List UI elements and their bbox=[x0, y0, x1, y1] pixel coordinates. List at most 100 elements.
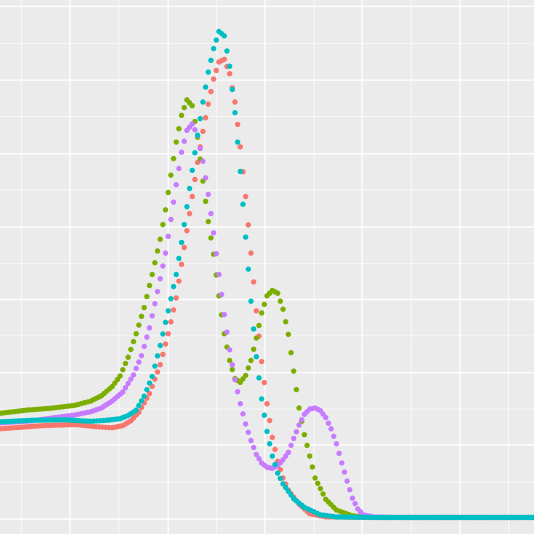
series-3-point-72 bbox=[200, 99, 206, 105]
series-1-point-91 bbox=[250, 346, 257, 352]
series-2-point-119 bbox=[325, 420, 332, 426]
series-2-point-91 bbox=[250, 444, 257, 451]
series-3-point-55 bbox=[154, 353, 161, 359]
series-3-point-74 bbox=[205, 69, 211, 75]
series-2-point-72 bbox=[200, 158, 206, 164]
series-0-point-89 bbox=[245, 222, 252, 228]
series-3-point-97 bbox=[266, 441, 273, 447]
series-3-point-100 bbox=[274, 470, 281, 476]
series-0-point-85 bbox=[234, 121, 241, 128]
series-2-point-56 bbox=[157, 276, 163, 282]
series-0-point-84 bbox=[232, 99, 238, 105]
series-2-point-122 bbox=[333, 441, 340, 447]
series-3-point-85 bbox=[234, 139, 241, 145]
series-2-point-85 bbox=[234, 388, 241, 395]
series-2-point-44 bbox=[125, 380, 131, 387]
series-0-point-57 bbox=[160, 351, 166, 358]
series-2-point-42 bbox=[120, 389, 126, 395]
series-2-point-61 bbox=[170, 199, 177, 205]
series-2-point-55 bbox=[154, 288, 161, 295]
series-2-point-92 bbox=[253, 451, 260, 458]
series-1-point-103 bbox=[282, 319, 289, 325]
series-3-point-84 bbox=[232, 109, 238, 116]
series-1-point-93 bbox=[256, 322, 262, 329]
series-2-point-89 bbox=[245, 429, 252, 435]
series-0-point-59 bbox=[165, 331, 171, 337]
series-3-point-62 bbox=[173, 271, 179, 278]
series-2-point-106 bbox=[291, 435, 297, 442]
series-2-point-46 bbox=[130, 372, 137, 378]
series-3-point-103 bbox=[282, 484, 289, 491]
series-0-point-72 bbox=[200, 128, 206, 135]
series-2-point-77 bbox=[213, 250, 219, 257]
series-3-point-91 bbox=[250, 326, 257, 332]
series-2-point-76 bbox=[210, 230, 217, 236]
series-0-point-63 bbox=[176, 278, 182, 284]
series-3-point-57 bbox=[160, 331, 166, 337]
series-2-point-51 bbox=[144, 334, 150, 340]
series-2-point-125 bbox=[341, 469, 348, 475]
series-2-point-90 bbox=[248, 437, 254, 444]
series-0-point-64 bbox=[178, 261, 185, 268]
series-1-point-116 bbox=[317, 485, 324, 492]
series-1-point-115 bbox=[315, 480, 321, 486]
series-0-point-92 bbox=[253, 308, 260, 314]
series-2-point-123 bbox=[336, 450, 342, 457]
series-1-point-92 bbox=[253, 335, 260, 341]
series-3-point-47 bbox=[133, 407, 139, 413]
series-2-point-86 bbox=[237, 401, 243, 407]
series-1-point-110 bbox=[301, 431, 308, 438]
series-0-point-62 bbox=[173, 295, 179, 301]
series-1-point-47 bbox=[133, 331, 139, 337]
series-1-point-117 bbox=[320, 491, 326, 497]
series-3-point-49 bbox=[138, 398, 145, 404]
series-0-point-60 bbox=[168, 319, 174, 325]
series-1-point-58 bbox=[162, 207, 169, 213]
series-0-point-66 bbox=[184, 227, 190, 234]
series-0-point-74 bbox=[205, 101, 211, 107]
series-3-point-60 bbox=[168, 295, 174, 302]
series-1-point-48 bbox=[136, 322, 142, 328]
series-1-point-107 bbox=[293, 386, 300, 393]
series-3-point-58 bbox=[162, 319, 169, 326]
series-2-point-57 bbox=[160, 263, 166, 269]
series-0-point-90 bbox=[248, 250, 254, 256]
series-2-point-128 bbox=[349, 495, 356, 501]
series-3-point-93 bbox=[256, 375, 262, 381]
series-2-point-88 bbox=[242, 421, 249, 427]
series-1-point-41 bbox=[117, 373, 123, 379]
series-0-point-73 bbox=[202, 115, 209, 121]
series-2-point-49 bbox=[138, 352, 145, 359]
series-1-point-94 bbox=[258, 310, 265, 316]
series-2-point-103 bbox=[282, 453, 289, 459]
series-3-point-53 bbox=[149, 373, 155, 380]
series-0-point-97 bbox=[266, 417, 273, 424]
series-2-point-81 bbox=[224, 329, 230, 335]
series-2-point-53 bbox=[149, 313, 155, 319]
series-2-point-118 bbox=[323, 414, 329, 421]
series-2-point-129 bbox=[352, 500, 358, 507]
series-2-point-65 bbox=[181, 138, 187, 144]
series-3-point-96 bbox=[264, 428, 270, 435]
series-3-point-68 bbox=[189, 167, 195, 174]
series-2-point-79 bbox=[218, 291, 225, 298]
series-3-point-77 bbox=[213, 37, 219, 43]
series-3-point-94 bbox=[258, 396, 265, 402]
series-2-point-60 bbox=[168, 216, 174, 223]
series-2-point-121 bbox=[331, 433, 337, 439]
series-3-point-69 bbox=[192, 150, 198, 156]
series-3 bbox=[0, 28, 534, 521]
series-0-point-99 bbox=[272, 446, 278, 453]
series-0-point-94 bbox=[258, 358, 265, 365]
series-0-point-76 bbox=[210, 76, 217, 82]
series-3-point-101 bbox=[277, 475, 284, 482]
series-2-point-54 bbox=[152, 300, 158, 307]
series-3-point-52 bbox=[146, 380, 153, 386]
series-2-point-108 bbox=[296, 422, 302, 428]
series-1-point-44 bbox=[125, 354, 131, 360]
series-3-point-64 bbox=[178, 239, 185, 246]
series-2-point-68 bbox=[189, 121, 195, 127]
series-3-point-66 bbox=[184, 203, 190, 210]
series-3-point-86 bbox=[237, 168, 243, 175]
